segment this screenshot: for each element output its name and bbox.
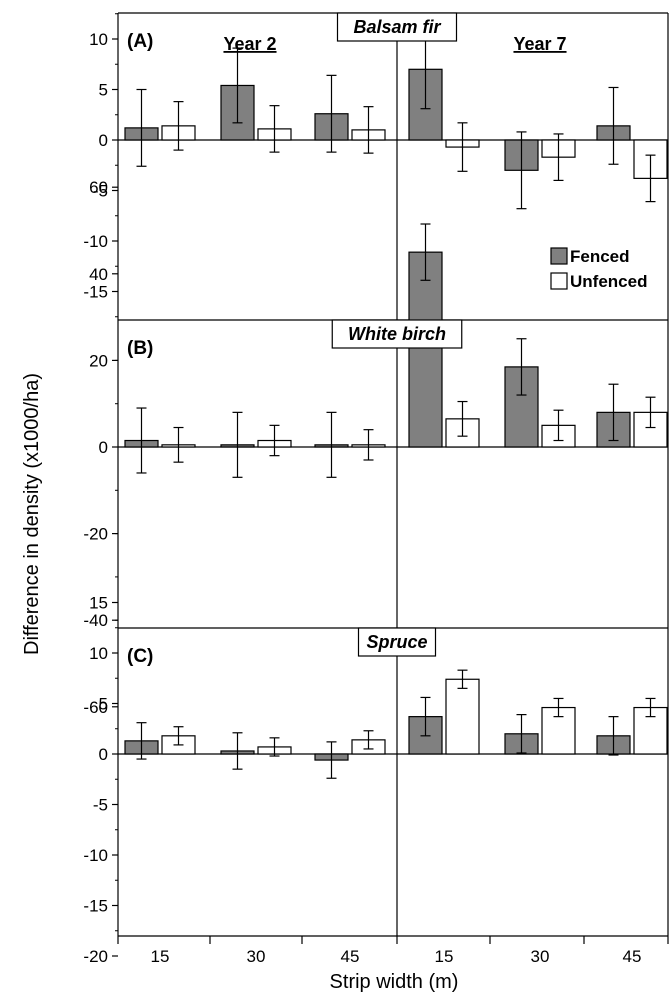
x-tick-label: 30 — [531, 947, 550, 966]
x-axis-title: Strip width (m) — [330, 971, 459, 993]
y-tick-label: 20 — [89, 351, 108, 370]
species-label: White birch — [348, 324, 446, 344]
panel-label: (A) — [127, 31, 153, 52]
y-tick-label: -60 — [83, 698, 108, 717]
species-label: Spruce — [366, 632, 427, 652]
species-label-box — [336, 12, 458, 42]
y-tick-label: -10 — [83, 232, 108, 251]
panel-label: (C) — [127, 646, 153, 667]
y-tick-label: 10 — [89, 644, 108, 663]
y-axis-title: Difference in density (x1000/ha) — [21, 373, 43, 655]
y-tick-label: -20 — [83, 947, 108, 966]
y-tick-label: 60 — [89, 178, 108, 197]
y-tick-label: 0 — [99, 131, 108, 150]
y-tick-label: -10 — [83, 846, 108, 865]
y-tick-label: -15 — [83, 897, 108, 916]
y-tick-label: -5 — [93, 182, 108, 201]
y-tick-label: -15 — [83, 283, 108, 302]
x-tick-label: 45 — [341, 947, 360, 966]
legend-label: Fenced — [570, 247, 630, 266]
legend-swatch — [550, 272, 568, 290]
species-label-box — [331, 319, 463, 349]
y-tick-label: 10 — [89, 30, 108, 49]
species-label-box — [357, 627, 437, 657]
legend-label: Unfenced — [570, 272, 647, 291]
y-tick-label: 0 — [99, 438, 108, 457]
x-tick-label: 30 — [247, 947, 266, 966]
y-tick-label: 5 — [99, 695, 108, 714]
bar-unfenced — [633, 706, 668, 755]
year-label: Year 2 — [223, 34, 276, 54]
y-tick-label: -20 — [83, 525, 108, 544]
y-tick-label: 5 — [99, 81, 108, 100]
species-label: Balsam fir — [353, 17, 441, 37]
y-tick-label: 0 — [99, 745, 108, 764]
bar-unfenced — [445, 678, 480, 755]
x-tick-label: 15 — [435, 947, 454, 966]
y-tick-label: 40 — [89, 265, 108, 284]
legend-swatch — [550, 247, 568, 265]
year-label: Year 7 — [513, 34, 566, 54]
y-tick-label: 15 — [89, 594, 108, 613]
x-tick-label: 45 — [623, 947, 642, 966]
panel-label: (B) — [127, 338, 153, 359]
x-tick-label: 15 — [151, 947, 170, 966]
bar-fenced — [408, 251, 443, 448]
y-tick-label: -5 — [93, 796, 108, 815]
plot-area: 20151050-5-10-15(A)Balsam fir6040200-20-… — [83, 12, 669, 966]
y-tick-label: -40 — [83, 611, 108, 630]
